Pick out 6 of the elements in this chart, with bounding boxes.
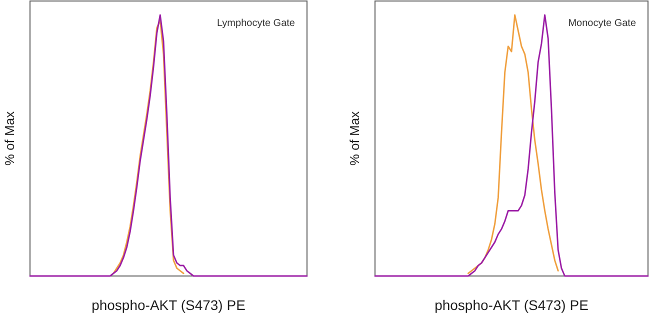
x-axis-title: phospho-AKT (S473) PE [434, 297, 588, 313]
x-axis-title: phospho-AKT (S473) PE [92, 297, 246, 313]
annotation: Lymphocyte Gate [216, 18, 296, 29]
annotation: Monocyte Gate [568, 18, 636, 29]
y-axis-title: % of Max [2, 110, 17, 166]
y-axis-title: % of Max [347, 110, 362, 166]
